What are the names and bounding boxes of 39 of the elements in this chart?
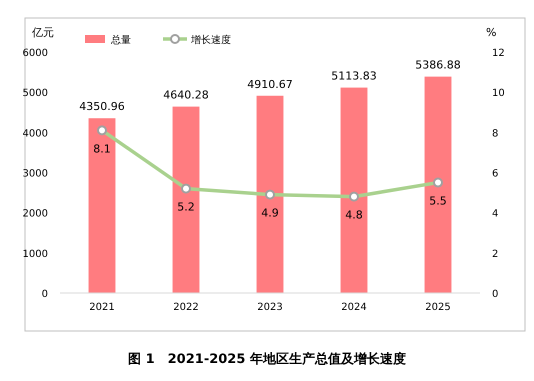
y2-tick-label: 2 <box>492 248 498 260</box>
data-label: 4.9 <box>261 206 279 220</box>
data-label: 4.8 <box>345 208 363 222</box>
y-tick-label: 1000 <box>22 248 48 260</box>
y2-tick-label: 0 <box>492 289 498 300</box>
data-label: 5386.88 <box>415 58 461 72</box>
bar <box>340 88 368 293</box>
data-label: 4910.67 <box>247 78 293 91</box>
data-label: 5113.83 <box>331 70 377 83</box>
y-tick-label: 6000 <box>22 48 48 59</box>
y-tick-label: 0 <box>42 289 48 300</box>
data-label: 5.2 <box>177 200 195 214</box>
y2-axis-title: % <box>486 26 496 39</box>
legend-label: 增长速度 <box>190 34 231 46</box>
y2-tick-label: 4 <box>492 208 498 220</box>
x-tick-label: 2024 <box>341 302 367 313</box>
data-label: 8.1 <box>93 142 111 156</box>
y-tick-label: 4000 <box>22 128 48 140</box>
y-axis-title: 亿元 <box>31 26 54 39</box>
x-tick-label: 2023 <box>257 302 283 313</box>
y2-tick-label: 10 <box>492 88 505 100</box>
y2-tick-label: 8 <box>492 128 498 140</box>
bar <box>172 106 200 293</box>
x-tick-label: 2021 <box>89 302 115 313</box>
y-tick-label: 3000 <box>22 168 48 180</box>
y-tick-label: 5000 <box>22 88 48 100</box>
y2-tick-label: 12 <box>492 48 505 59</box>
data-label: 4640.28 <box>163 88 209 102</box>
data-label: 5.5 <box>429 194 447 208</box>
y2-tick-label: 6 <box>492 168 498 180</box>
bar <box>424 76 452 293</box>
bar <box>256 96 284 293</box>
text: 图 1 2021-2025 年地区生产总值及增长速度 <box>128 351 406 367</box>
data-label: 4350.96 <box>79 100 125 114</box>
x-tick-label: 2025 <box>425 302 451 313</box>
legend-label: 总量 <box>110 34 131 46</box>
bar <box>88 118 116 293</box>
y-tick-label: 2000 <box>22 208 48 220</box>
x-tick-label: 2022 <box>173 302 199 313</box>
